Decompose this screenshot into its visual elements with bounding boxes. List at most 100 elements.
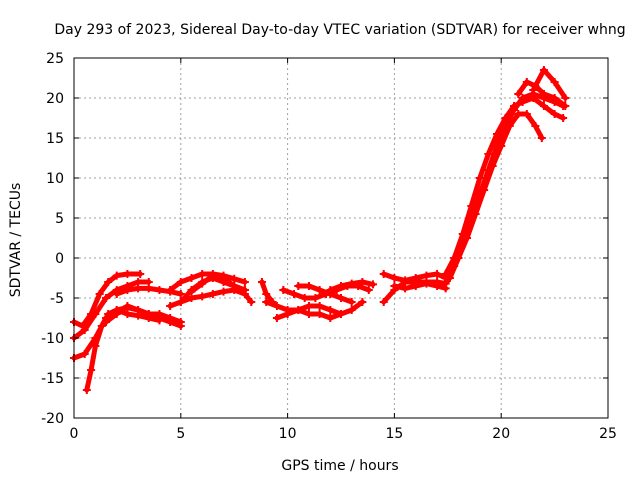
data-point xyxy=(379,298,388,306)
data-point xyxy=(390,282,399,290)
y-tick-label: -10 xyxy=(41,331,64,347)
data-point xyxy=(561,102,570,110)
data-point xyxy=(257,278,266,286)
data-point xyxy=(176,290,185,298)
data-point xyxy=(550,110,559,118)
y-tick-label: 5 xyxy=(55,211,64,227)
data-point xyxy=(283,310,292,318)
data-point xyxy=(198,279,207,288)
data-point xyxy=(91,310,100,318)
data-point xyxy=(411,274,420,282)
data-point xyxy=(337,294,345,302)
data-point xyxy=(529,86,538,94)
data-point xyxy=(315,302,324,310)
data-point xyxy=(176,298,185,306)
data-point xyxy=(198,292,207,301)
data-point xyxy=(531,122,540,130)
plot-frame xyxy=(73,57,609,419)
data-point xyxy=(80,326,89,334)
data-point xyxy=(347,298,356,306)
axis-layer: 0 5 10 15 20 25 -20 -15 -10 -5 0 5 10 15 20 25 xyxy=(41,51,617,442)
data-point xyxy=(467,202,476,210)
data-point xyxy=(326,306,335,314)
data-point xyxy=(379,270,388,278)
series-trace-21 xyxy=(443,95,566,277)
data-point xyxy=(272,314,281,322)
data-point xyxy=(104,278,113,286)
data-point xyxy=(458,230,467,238)
data-point xyxy=(561,94,570,102)
x-axis-label: GPS time / hours xyxy=(281,458,398,474)
data-point xyxy=(471,210,480,218)
data-point xyxy=(326,314,335,322)
x-tick-label: 10 xyxy=(279,426,297,442)
data-point xyxy=(123,302,132,310)
data-point xyxy=(82,386,91,394)
data-point xyxy=(104,310,113,318)
data-point xyxy=(166,286,175,294)
data-point xyxy=(488,162,497,170)
data-point xyxy=(176,318,185,326)
data-point xyxy=(518,98,527,106)
x-tick-label: 0 xyxy=(70,426,79,442)
data-point xyxy=(112,310,121,318)
data-point xyxy=(550,78,559,86)
data-point xyxy=(294,306,303,314)
data-point xyxy=(433,282,442,290)
series-trace-22 xyxy=(447,111,545,281)
data-point xyxy=(240,278,249,286)
data-point xyxy=(304,310,313,318)
data-point xyxy=(311,294,320,302)
y-tick-label: 25 xyxy=(46,51,64,67)
data-point xyxy=(433,270,442,278)
series-layer xyxy=(70,66,570,394)
data-point xyxy=(230,274,239,283)
data-point xyxy=(134,284,143,293)
data-point xyxy=(123,270,132,278)
data-point xyxy=(176,278,185,286)
data-point xyxy=(262,298,271,306)
data-point xyxy=(401,276,410,285)
data-point xyxy=(166,314,175,322)
data-point xyxy=(112,271,121,280)
data-point xyxy=(102,294,111,302)
data-point xyxy=(123,310,132,318)
data-point xyxy=(219,274,228,282)
data-point xyxy=(529,94,538,102)
data-point xyxy=(445,274,454,282)
data-point xyxy=(208,290,217,298)
data-point xyxy=(134,306,143,314)
series-trace-24 xyxy=(530,67,568,101)
y-tick-label: 20 xyxy=(46,91,64,107)
data-point xyxy=(144,284,153,293)
data-point xyxy=(272,302,281,310)
data-point xyxy=(198,270,207,278)
y-axis-label: SDTVAR / TECUs xyxy=(8,183,24,298)
y-tick-label: -20 xyxy=(41,411,64,427)
data-point xyxy=(505,122,514,130)
data-point xyxy=(480,186,489,194)
data-point xyxy=(539,90,548,98)
y-tick-label: 10 xyxy=(46,171,64,187)
x-tick-label: 5 xyxy=(176,426,185,442)
data-point xyxy=(364,286,373,294)
data-point xyxy=(514,110,523,118)
data-point xyxy=(247,298,256,306)
data-point xyxy=(539,102,548,110)
data-point xyxy=(337,282,345,290)
data-point xyxy=(497,142,506,150)
data-point xyxy=(422,271,431,280)
y-tick-label: -5 xyxy=(50,291,64,307)
data-point xyxy=(240,286,249,294)
data-point xyxy=(300,294,309,302)
data-point xyxy=(290,290,299,298)
data-point xyxy=(390,274,399,282)
data-point xyxy=(475,174,484,182)
data-point xyxy=(522,110,531,118)
data-point xyxy=(187,274,196,282)
data-point xyxy=(80,350,89,358)
data-point xyxy=(91,342,100,350)
data-point xyxy=(358,278,367,286)
